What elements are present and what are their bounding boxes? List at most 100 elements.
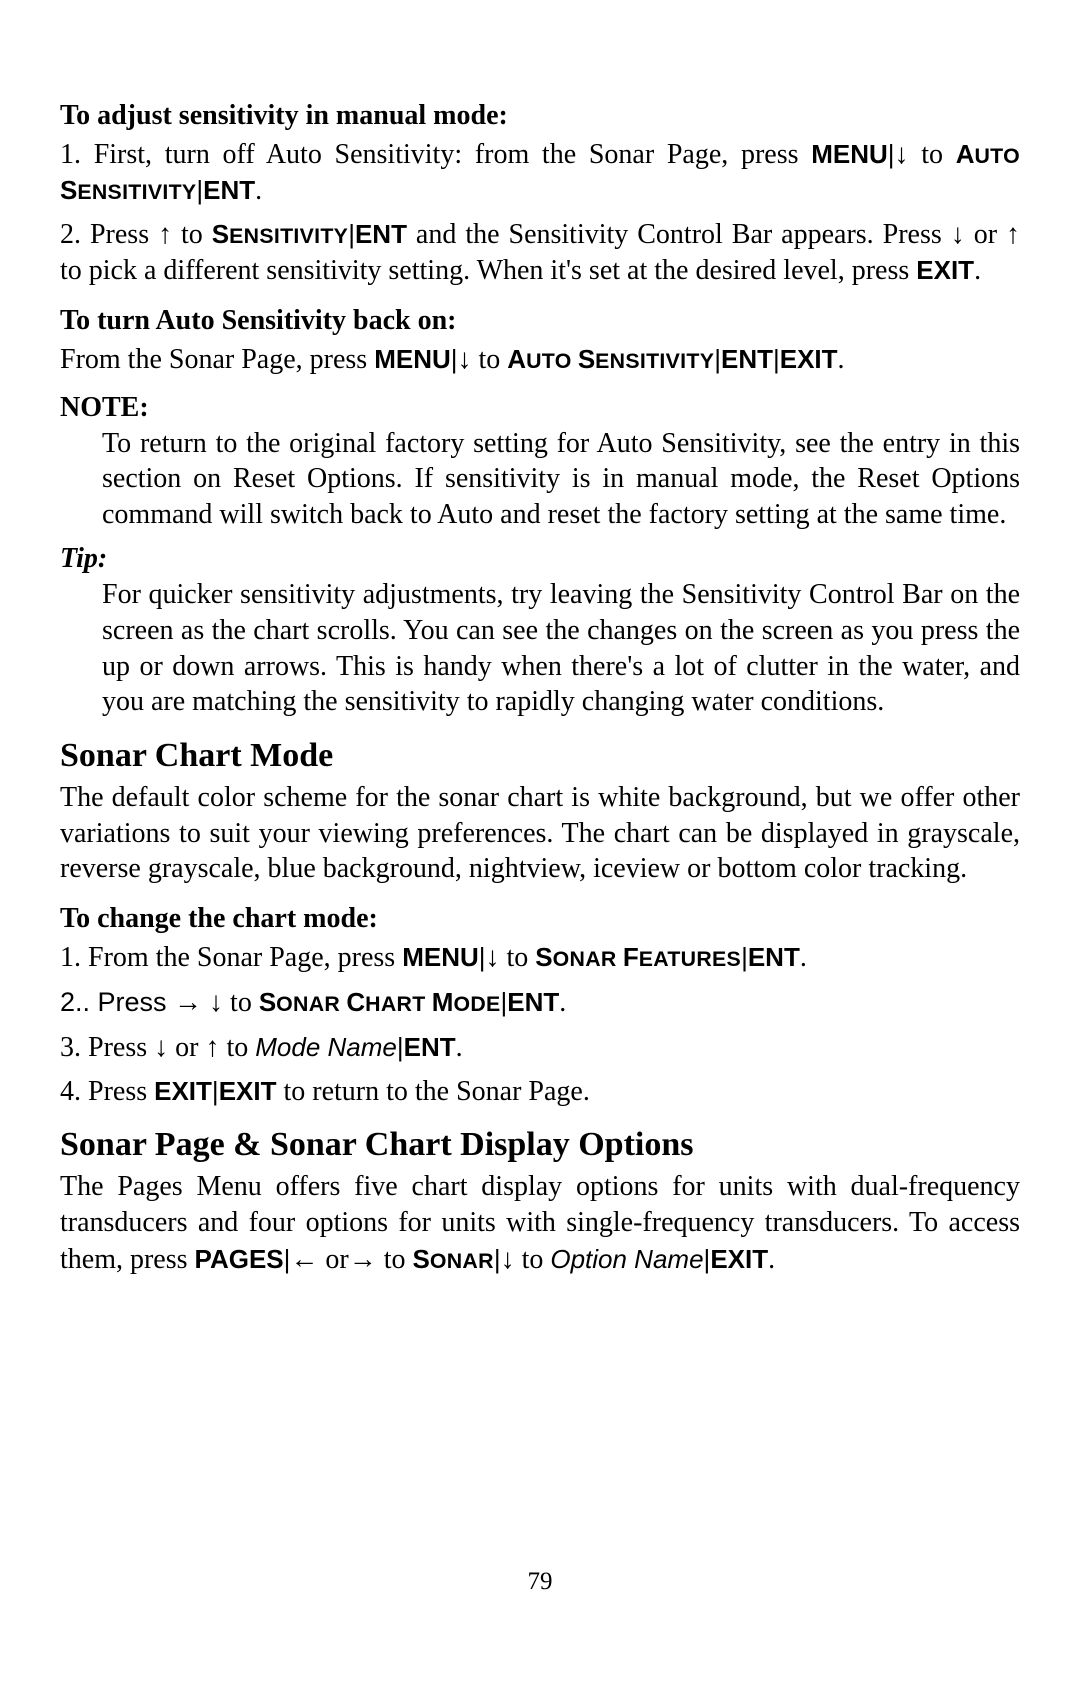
pipe: | [348,219,355,249]
key-auto-sensitivity: AUTO SENSITIVITY [507,344,714,374]
key-sonar-chart-mode: SONAR CHART MODE [259,987,501,1017]
arrow-down-icon: ↓ [951,218,965,249]
auto-back-on-body: From the Sonar Page, press MENU|↓ to AUT… [60,341,1020,378]
text: or [318,1244,348,1275]
note-body: To return to the original factory settin… [60,426,1020,533]
text: . [838,344,845,375]
arrow-down-icon: ↓ [895,138,909,169]
key-menu: MENU [374,344,451,374]
text: to [377,1244,413,1275]
mode-name-placeholder: Mode Name [255,1032,397,1062]
rest: ENSITIVITY [77,180,196,204]
rest: ENSITIVITY [229,224,348,248]
text: or [168,1032,205,1063]
pipe: | [397,1032,404,1062]
step-1: 1. First, turn off Auto Sensitivity: fro… [60,136,1020,209]
text: . [559,987,566,1018]
cc-step-2: 2.. Press → ↓ to SONAR CHART MODE|ENT. [60,984,1020,1021]
heading-sonar-chart-mode: Sonar Chart Mode [60,734,1020,778]
pipe: | [888,139,895,169]
key-ent: ENT [721,344,773,374]
key-exit: EXIT [219,1076,277,1106]
heading-display-options: Sonar Page & Sonar Chart Display Options [60,1123,1020,1167]
note-label: NOTE: [60,390,1020,426]
key-ent: ENT [203,175,255,205]
text: From the Sonar Page, press [60,344,374,375]
cap: M [432,987,454,1017]
key-sonar: SONAR [413,1244,494,1274]
text: to [909,139,956,170]
rest: ENSITIVITY [595,349,714,373]
display-options-body: The Pages Menu offers five chart display… [60,1169,1020,1277]
text: to [515,1244,551,1275]
arrow-right-icon: → [174,986,202,1017]
cc-step-4: 4. Press EXIT|EXIT to return to the Sona… [60,1074,1020,1110]
arrow-down-icon: ↓ [458,343,472,374]
step-2: 2. Press ↑ to SENSITIVITY|ENT and the Se… [60,216,1020,289]
key-exit: EXIT [916,255,974,285]
key-exit: EXIT [154,1076,212,1106]
cap: S [259,987,276,1017]
text: 2. Press [60,219,158,250]
key-ent: ENT [507,987,559,1017]
heading-adjust-sensitivity: To adjust sensitivity in manual mode: [60,98,1020,134]
rest: ONAR [553,947,623,971]
option-name-placeholder: Option Name [550,1244,703,1274]
key-sensitivity: SENSITIVITY [212,219,348,249]
key-ent: ENT [404,1032,456,1062]
arrow-down-icon: ↓ [486,941,500,972]
cap: A [956,139,975,169]
key-exit: EXIT [710,1244,768,1274]
key-ent: ENT [748,942,800,972]
key-menu: MENU [402,942,479,972]
text: to pick a different sensitivity setting.… [60,255,916,286]
pipe: | [714,344,721,374]
rest: UTO [974,144,1020,168]
cap: F [623,942,639,972]
cc-step-1: 1. From the Sonar Page, press MENU|↓ to … [60,939,1020,976]
key-menu: MENU [811,139,888,169]
pipe: | [741,942,748,972]
cap: S [212,219,229,249]
pipe: | [494,1244,501,1274]
text: 3. Press [60,1032,154,1063]
text: 1. First, turn off Auto Sensitivity: fro… [60,139,811,170]
tip-label: Tip: [60,541,1020,577]
cap: S [413,1244,430,1274]
text: or [965,219,1006,250]
tip-body: For quicker sensitivity adjustments, try… [60,577,1020,720]
key-ent: ENT [355,219,407,249]
text: to [219,1032,255,1063]
text: . [255,175,262,206]
arrow-up-icon: ↑ [1006,218,1020,249]
rest: ONAR [430,1249,494,1273]
arrow-right-icon: → [349,1243,377,1274]
key-sonar-features: SONAR FEATURES [535,942,741,972]
cap: A [507,344,526,374]
text: to [472,344,508,375]
rest: ONAR [276,992,346,1016]
text: and the Sensitivity Control Bar appears.… [407,219,951,250]
arrow-left-icon: ← [290,1243,318,1274]
rest: EATURES [639,947,741,971]
rest: ODE [453,992,500,1016]
rest: HART [365,992,432,1016]
arrow-down-icon: ↓ [501,1243,515,1274]
cap: S [535,942,552,972]
key-pages: PAGES [195,1244,284,1274]
cap: S [60,175,77,205]
cap: C [346,987,365,1017]
text: 2.. Press [60,987,174,1017]
pipe: | [212,1076,219,1106]
arrow-down-icon: ↓ [209,986,223,1017]
pipe: | [451,344,458,374]
arrow-up-icon: ↑ [158,218,172,249]
text: . [456,1032,463,1063]
pipe: | [773,344,780,374]
arrow-up-icon: ↑ [205,1031,219,1062]
heading-auto-back-on: To turn Auto Sensitivity back on: [60,303,1020,339]
text: . [974,255,981,286]
rest: UTO [526,349,578,373]
page-number: 79 [0,1568,1080,1596]
text: to return to the Sonar Page. [276,1076,589,1107]
